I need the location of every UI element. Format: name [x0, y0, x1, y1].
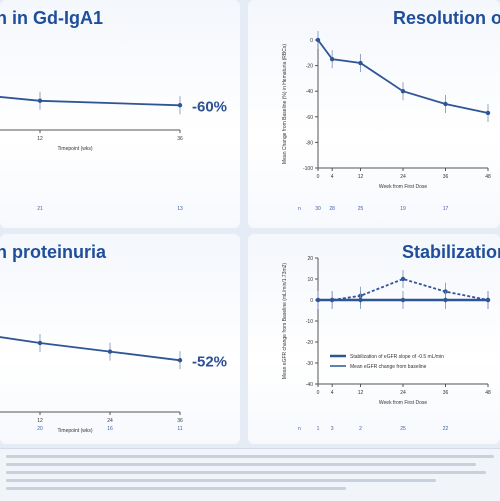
data-point — [329, 57, 335, 62]
x-tick-label: 0 — [317, 174, 320, 180]
footnote-line — [6, 463, 476, 466]
x-tick-label: 48 — [485, 174, 491, 180]
data-point — [443, 101, 448, 107]
panel-proteinuria: n proteinuria 244122436Timepoint (wks)26… — [0, 234, 240, 444]
y-tick-label: -30 — [306, 361, 313, 367]
count-value: 25 — [358, 206, 364, 212]
data-point — [485, 297, 491, 303]
data-point — [177, 103, 183, 108]
y-tick-label: -40 — [306, 382, 313, 388]
count-value: 17 — [443, 206, 449, 212]
x-tick-label: 24 — [400, 390, 406, 396]
y-tick-label: -20 — [306, 340, 313, 346]
x-axis-label: Timepoint (wks) — [57, 146, 92, 152]
data-point — [400, 89, 406, 94]
data-point — [358, 297, 363, 303]
y-tick-label: 0 — [310, 298, 313, 304]
x-tick-label: 24 — [107, 418, 113, 424]
counts-label: n — [298, 426, 301, 432]
count-value: 28 — [329, 206, 335, 212]
footnote-line — [6, 487, 346, 490]
x-tick-label: 12 — [358, 390, 364, 396]
y-tick-label: -40 — [306, 89, 313, 95]
percent-change-label: -52% — [192, 353, 227, 370]
count-value: 16 — [107, 426, 113, 432]
x-tick-label: 36 — [177, 136, 183, 142]
chart-hematuria: 0 -20 -40 -60 -80 -100 Mean Change from Baseli… — [282, 31, 491, 212]
footnote-line — [6, 455, 494, 458]
series-line — [0, 96, 181, 107]
count-value: 30 — [315, 206, 321, 212]
y-tick-label: -100 — [303, 166, 313, 172]
y-tick-label: -10 — [306, 319, 313, 325]
legend-label: Stabilization of eGFR slope of -0.5 mL/m… — [350, 354, 444, 360]
x-tick-label: 4 — [331, 174, 334, 180]
data-point — [37, 98, 43, 103]
data-point — [107, 349, 113, 354]
chart-gd-iga1: 2441236Timepoint (wks)25252113-60% — [0, 91, 227, 212]
y-tick-label: -60 — [306, 115, 313, 121]
data-point — [443, 297, 448, 303]
footnote-line — [6, 471, 486, 474]
x-tick-label: 36 — [443, 390, 449, 396]
panel-title: n proteinuria — [0, 242, 107, 262]
panel-egfr: Stabilization 20 10 0 -10 -20 -30 -40 Mean eGFR… — [248, 234, 500, 444]
data-point — [358, 60, 363, 66]
data-point — [329, 297, 335, 303]
x-axis-label: Week from First Dose — [379, 184, 427, 190]
panel-hematuria: Resolution of 0 -20 -40 -60 -80 -100 Mean Chan… — [248, 0, 500, 228]
count-value: 25 — [400, 426, 406, 432]
count-value: 13 — [177, 206, 183, 212]
count-value: 22 — [443, 426, 449, 432]
footnote-line — [6, 479, 436, 482]
series-line — [317, 39, 489, 114]
y-axis-label: Mean Change from Baseline (%) in Hematur… — [282, 44, 288, 164]
count-value: 19 — [400, 206, 406, 212]
count-value: 2 — [359, 426, 362, 432]
x-axis-label: Timepoint (wks) — [57, 428, 92, 434]
y-tick-label: 10 — [307, 277, 313, 283]
panel-title: Resolution of — [393, 8, 500, 28]
x-tick-label: 24 — [400, 174, 406, 180]
footnote-area — [0, 448, 500, 501]
data-point — [315, 37, 321, 43]
panel-title: Stabilization — [401, 242, 500, 262]
y-tick-label: 0 — [310, 38, 313, 44]
y-axis-label: Mean eGFR change from Baseline (mL/min/1… — [282, 263, 288, 379]
series-line — [0, 336, 181, 362]
data-point — [37, 340, 43, 346]
legend-label: Mean eGFR change from baseline — [350, 364, 427, 370]
x-tick-label: 12 — [358, 174, 364, 180]
y-tick-label: -20 — [306, 64, 313, 70]
count-value: 3 — [331, 426, 334, 432]
panel-title: n in Gd-IgA1 — [0, 8, 103, 28]
counts-label: n — [298, 206, 301, 212]
data-point — [400, 276, 406, 282]
x-tick-label: 12 — [37, 136, 43, 142]
data-point — [315, 297, 321, 303]
x-tick-label: 48 — [485, 390, 491, 396]
x-tick-label: 4 — [331, 390, 334, 396]
count-value: 21 — [37, 206, 43, 212]
count-value: 20 — [37, 426, 43, 432]
panel-gd-iga1: n in Gd-IgA1 2441236Timepoint (wks)25252… — [0, 0, 240, 228]
x-tick-label: 12 — [37, 418, 43, 424]
chart-proteinuria: 244122436Timepoint (wks)2625201611-52% — [0, 334, 227, 434]
count-value: 11 — [177, 426, 182, 432]
data-point — [485, 110, 491, 116]
data-point — [177, 358, 183, 363]
y-tick-label: -80 — [306, 140, 313, 146]
x-tick-label: 36 — [177, 418, 183, 424]
x-tick-label: 0 — [317, 390, 320, 396]
percent-change-label: -60% — [192, 98, 227, 115]
x-axis-label: Week from First Dose — [379, 400, 427, 406]
y-tick-label: 20 — [307, 256, 313, 262]
data-point — [400, 297, 406, 303]
count-value: 1 — [317, 426, 320, 432]
x-tick-label: 36 — [443, 174, 449, 180]
